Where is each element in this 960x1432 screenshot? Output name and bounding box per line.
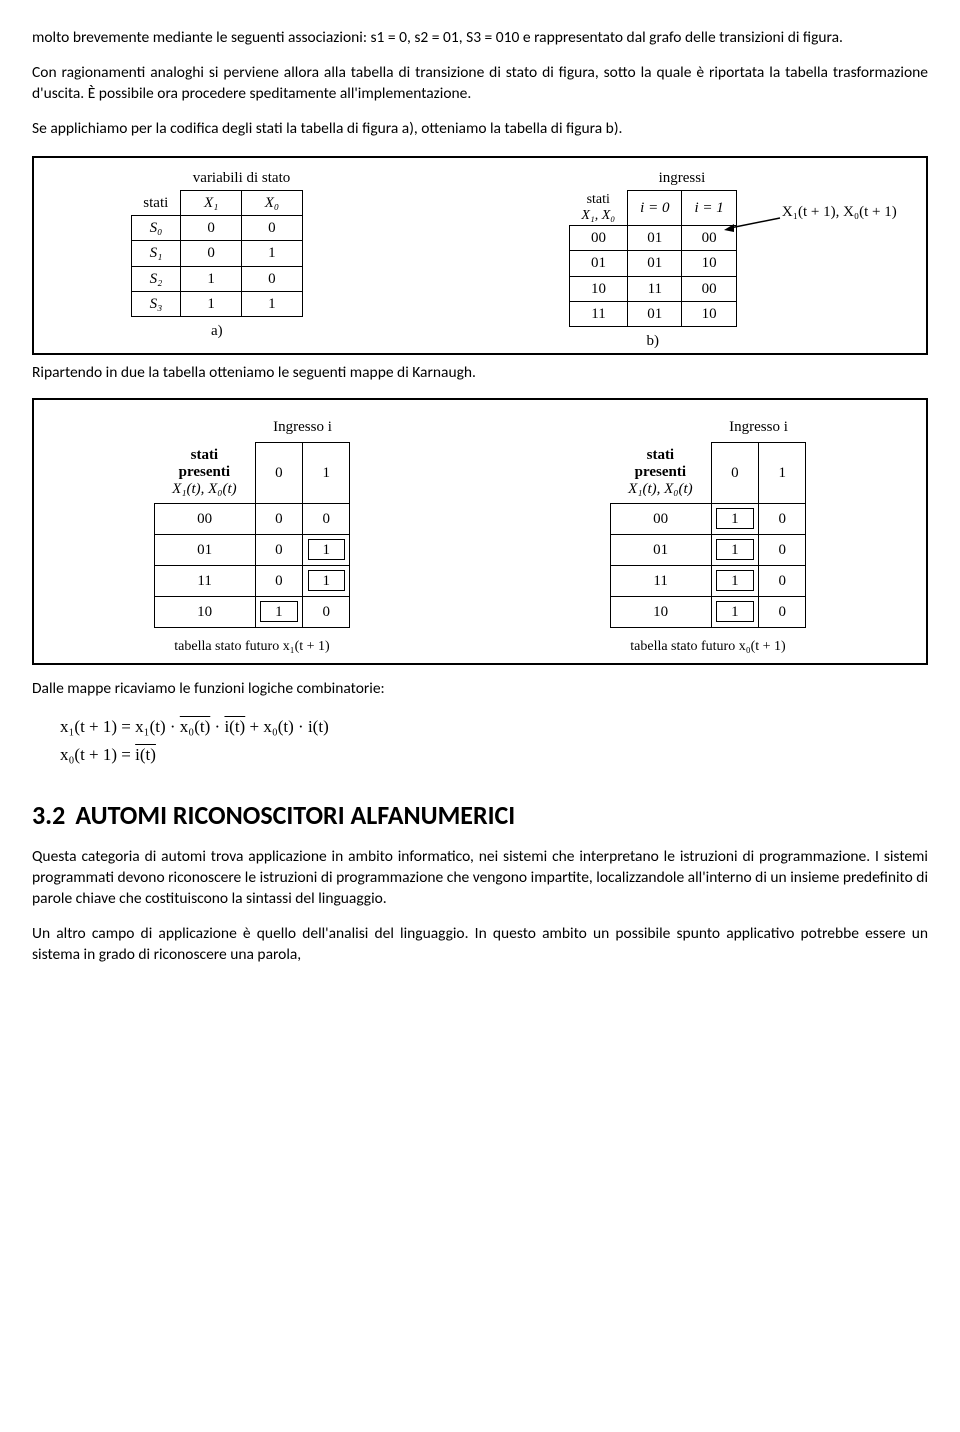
- table-b: ingressi stati X₁, X₀ i = 0 i = 1 00 01 …: [569, 166, 737, 328]
- table-a-top-label: variabili di stato: [181, 166, 302, 191]
- kmap-stati-3: X₁(t), X₀(t): [172, 481, 237, 497]
- kmap-cell: 0: [759, 503, 806, 534]
- table-a: variabili di stato stati X₁ X₀ S₀ 0 0 S₁…: [131, 166, 303, 318]
- kmap-cell: 1: [303, 565, 350, 596]
- table-a-col-x1: X₁: [181, 190, 242, 215]
- table-b-cell: 01: [628, 301, 682, 326]
- kmap-cell: 1: [255, 596, 302, 627]
- kmap-right: Ingresso i stati presenti X₁(t), X₀(t) 0…: [610, 412, 807, 656]
- kmap-cell: 1: [711, 565, 758, 596]
- table-a-cell: 0: [181, 241, 242, 266]
- kmap-state: 11: [154, 565, 255, 596]
- kmap-cell: 0: [255, 565, 302, 596]
- kmap-cell: 1: [711, 534, 758, 565]
- table-a-left-header: stati: [131, 190, 181, 215]
- paragraph-6: Questa categoria di automi trova applica…: [32, 847, 928, 910]
- table-a-row-s: S₀: [131, 216, 181, 241]
- table-a-cell: 1: [242, 291, 303, 316]
- kmap-left-caption: tabella stato futuro x₁(t + 1): [154, 638, 351, 657]
- kmap-left: Ingresso i stati presenti X₁(t), X₀(t) 0…: [154, 412, 351, 656]
- arrow-annotation: X₁(t + 1), X₀(t + 1): [782, 202, 897, 222]
- figure-b: ingressi stati X₁, X₀ i = 0 i = 1 00 01 …: [400, 166, 906, 352]
- table-a-cell: 1: [181, 291, 242, 316]
- table-b-cell: 10: [682, 251, 736, 276]
- kmap-state: 10: [610, 596, 711, 627]
- figure-a: variabili di stato stati X₁ X₀ S₀ 0 0 S₁…: [54, 166, 380, 352]
- paragraph-7: Un altro campo di applicazione è quello …: [32, 924, 928, 966]
- table-b-row-s: 10: [569, 276, 627, 301]
- kmap-ingresso-label: Ingresso i: [255, 412, 350, 443]
- table-a-cell: 0: [181, 216, 242, 241]
- table-a-cell: 1: [181, 266, 242, 291]
- kmap-state: 00: [610, 503, 711, 534]
- kmap-cell: 0: [759, 565, 806, 596]
- table-b-top-label: ingressi: [628, 166, 737, 191]
- kmap-right-table: Ingresso i stati presenti X₁(t), X₀(t) 0…: [610, 412, 807, 627]
- table-b-cell: 01: [628, 226, 682, 251]
- kmap-cell: 0: [759, 534, 806, 565]
- paragraph-1: molto brevemente mediante le seguenti as…: [32, 28, 928, 49]
- equation-1: x₁(t + 1) = x₁(t) · x₀(t) · i(t) + x₀(t)…: [60, 713, 928, 740]
- kmap-stati-2: presenti: [635, 464, 686, 480]
- table-a-row-s: S₃: [131, 291, 181, 316]
- figure-a-caption: a): [54, 321, 380, 341]
- table-b-cell: 10: [682, 301, 736, 326]
- table-a-row-s: S₂: [131, 266, 181, 291]
- table-b-cell: 11: [628, 276, 682, 301]
- kmap-stati-1: stati: [647, 447, 675, 463]
- kmap-cell: 1: [303, 534, 350, 565]
- section-title: AUTOMI RICONOSCITORI ALFANUMERICI: [75, 799, 515, 831]
- arrow-icon: [722, 214, 782, 234]
- kmap-cell: 1: [711, 596, 758, 627]
- kmap-state: 01: [610, 534, 711, 565]
- table-b-cell: 00: [682, 276, 736, 301]
- table-a-col-x0: X₀: [242, 190, 303, 215]
- kmap-box: Ingresso i stati presenti X₁(t), X₀(t) 0…: [32, 398, 928, 664]
- table-b-row-s: 00: [569, 226, 627, 251]
- kmap-cell: 0: [759, 596, 806, 627]
- equation-2: x₀(t + 1) = i(t): [60, 741, 928, 768]
- table-b-cell: 01: [628, 251, 682, 276]
- table-b-left-header-1: stati: [587, 192, 610, 207]
- kmap-col-1: 1: [759, 443, 806, 503]
- table-a-cell: 0: [242, 216, 303, 241]
- table-b-col-0: i = 0: [628, 190, 682, 225]
- table-b-row-s: 01: [569, 251, 627, 276]
- table-b-row-s: 11: [569, 301, 627, 326]
- kmap-stati-3: X₁(t), X₀(t): [628, 481, 693, 497]
- table-a-row-s: S₁: [131, 241, 181, 266]
- figure-b-caption: b): [400, 331, 906, 351]
- paragraph-2: Con ragionamenti analoghi si perviene al…: [32, 63, 928, 105]
- kmap-cell: 0: [255, 534, 302, 565]
- kmap-ingresso-label: Ingresso i: [711, 412, 806, 443]
- paragraph-4: Ripartendo in due la tabella otteniamo l…: [32, 363, 928, 384]
- kmap-state: 11: [610, 565, 711, 596]
- kmap-state: 01: [154, 534, 255, 565]
- table-b-left-header-2: X₁, X₀: [581, 208, 615, 223]
- section-heading: 3.2 AUTOMI RICONOSCITORI ALFANUMERICI: [32, 798, 928, 833]
- kmap-cell: 0: [303, 503, 350, 534]
- paragraph-3: Se applichiamo per la codifica degli sta…: [32, 119, 928, 140]
- kmap-cell: 1: [711, 503, 758, 534]
- figure-ab-box: variabili di stato stati X₁ X₀ S₀ 0 0 S₁…: [32, 156, 928, 356]
- kmap-col-0: 0: [255, 443, 302, 503]
- equations: x₁(t + 1) = x₁(t) · x₀(t) · i(t) + x₀(t)…: [60, 713, 928, 767]
- table-a-cell: 1: [242, 241, 303, 266]
- section-number: 3.2: [32, 799, 65, 831]
- kmap-state: 00: [154, 503, 255, 534]
- kmap-col-0: 0: [711, 443, 758, 503]
- kmap-state: 10: [154, 596, 255, 627]
- paragraph-5: Dalle mappe ricaviamo le funzioni logich…: [32, 679, 928, 700]
- kmap-stati-2: presenti: [179, 464, 230, 480]
- kmap-left-table: Ingresso i stati presenti X₁(t), X₀(t) 0…: [154, 412, 351, 627]
- table-a-cell: 0: [242, 266, 303, 291]
- kmap-col-1: 1: [303, 443, 350, 503]
- kmap-cell: 0: [255, 503, 302, 534]
- kmap-right-caption: tabella stato futuro x₀(t + 1): [610, 638, 807, 657]
- kmap-cell: 0: [303, 596, 350, 627]
- kmap-stati-1: stati: [191, 447, 219, 463]
